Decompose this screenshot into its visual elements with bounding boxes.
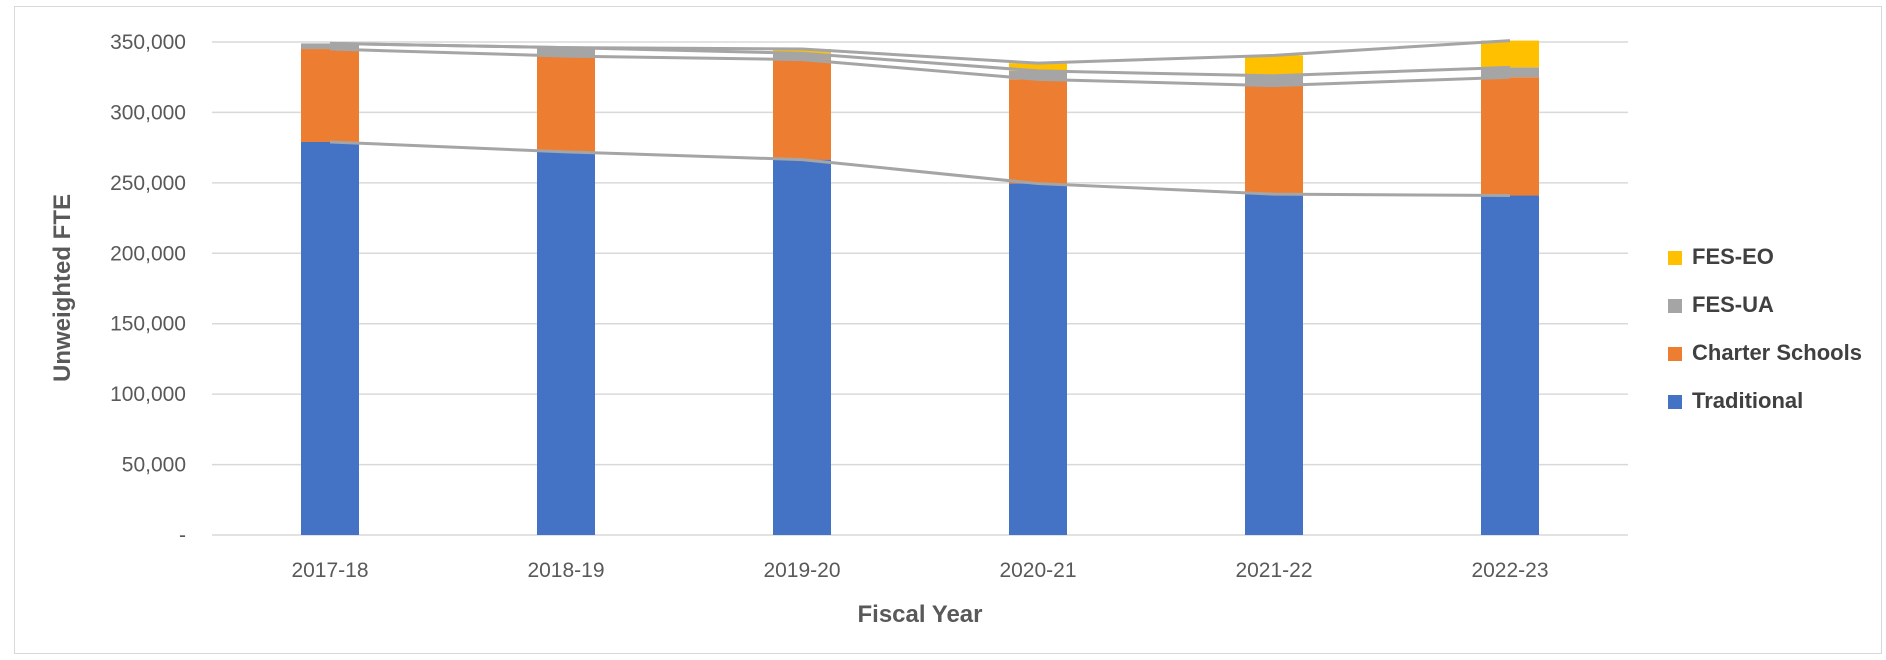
- bar-fes-ua-2021-22: [1245, 75, 1303, 86]
- legend-label: Traditional: [1692, 388, 1803, 413]
- legend-label: FES-EO: [1692, 244, 1774, 269]
- bar-fes-eo-2022-23: [1481, 40, 1539, 68]
- x-tick-label: 2020-21: [999, 559, 1076, 582]
- series-line-fes-eo: [329, 39, 1511, 65]
- x-tick-label: 2019-20: [763, 559, 840, 582]
- bar-charter-schools-2020-21: [1009, 79, 1067, 184]
- legend-swatch: [1668, 299, 1682, 313]
- y-tick-label: 100,000: [110, 383, 186, 406]
- bar-fes-ua-2022-23: [1481, 67, 1539, 78]
- bar-fes-eo-2021-22: [1245, 55, 1303, 76]
- bar-charter-schools-2019-20: [773, 59, 831, 160]
- y-tick-label: 300,000: [110, 101, 186, 124]
- legend-swatch: [1668, 347, 1682, 361]
- bar-traditional-2020-21: [1009, 183, 1067, 535]
- x-tick-label: 2021-22: [1235, 559, 1312, 582]
- bar-fes-ua-2018-19: [537, 47, 595, 57]
- y-tick-label: 200,000: [110, 242, 186, 265]
- x-tick-label: 2017-18: [291, 559, 368, 582]
- bar-charter-schools-2018-19: [537, 56, 595, 152]
- bar-fes-eo-2019-20: [773, 49, 831, 54]
- bar-charter-schools-2022-23: [1481, 77, 1539, 196]
- x-tick-label: 2018-19: [527, 559, 604, 582]
- x-axis-ticks: 2017-18 2018-19 2019-20 2020-21 2021-22 2022-…: [291, 559, 1548, 582]
- series-connector-lines: [329, 39, 1511, 198]
- bar-traditional-2018-19: [537, 151, 595, 535]
- y-axis-title: Unweighted FTE: [49, 194, 76, 382]
- y-tick-label: 350,000: [110, 31, 186, 54]
- bar-fes-eo-2020-21: [1009, 63, 1067, 71]
- y-tick-label: 150,000: [110, 313, 186, 336]
- series-line-charter-schools: [329, 47, 1511, 88]
- bar-fes-ua-2020-21: [1009, 70, 1067, 80]
- y-axis-ticks: - 50,000 100,000 150,000 200,000 250,000 300,0…: [110, 31, 186, 547]
- x-tick-label: 2022-23: [1471, 559, 1548, 582]
- legend-swatch: [1668, 251, 1682, 265]
- bar-traditional-2019-20: [773, 159, 831, 535]
- x-axis-title: Fiscal Year: [858, 601, 983, 628]
- bar-charter-schools-2021-22: [1245, 85, 1303, 195]
- bar-charter-schools-2017-18: [301, 49, 359, 143]
- bars: [301, 40, 1539, 535]
- gridlines: [212, 41, 1628, 536]
- bar-traditional-2017-18: [301, 142, 359, 535]
- legend-label: Charter Schools: [1692, 340, 1862, 365]
- chart-frame: [14, 6, 1882, 654]
- bar-traditional-2021-22: [1245, 194, 1303, 535]
- y-tick-label: -: [179, 524, 186, 547]
- bar-fes-ua-2019-20: [773, 53, 831, 60]
- legend-label: FES-UA: [1692, 292, 1774, 317]
- y-tick-label: 250,000: [110, 172, 186, 195]
- bar-traditional-2022-23: [1481, 195, 1539, 535]
- legend: FES-EO FES-UA Charter Schools Traditional: [1668, 244, 1862, 413]
- y-tick-label: 50,000: [122, 454, 186, 477]
- bar-fes-ua-2017-18: [301, 43, 359, 50]
- series-line-traditional: [329, 140, 1511, 198]
- legend-swatch: [1668, 395, 1682, 409]
